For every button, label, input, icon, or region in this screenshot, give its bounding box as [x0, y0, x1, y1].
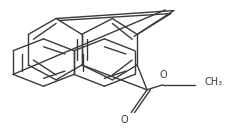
Text: O: O — [120, 115, 128, 125]
Text: CH₃: CH₃ — [204, 77, 222, 87]
Text: O: O — [158, 70, 166, 80]
